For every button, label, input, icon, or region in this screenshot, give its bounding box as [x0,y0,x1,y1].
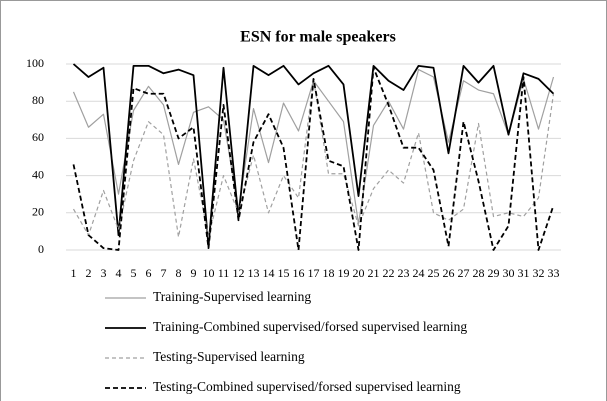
x-tick-label: 22 [383,266,395,280]
x-tick-label: 23 [398,266,410,280]
x-tick-label: 25 [428,266,440,280]
x-tick-label: 8 [176,266,182,280]
x-tick-label: 11 [218,266,230,280]
x-tick-label: 32 [533,266,545,280]
x-tick-label: 28 [473,266,485,280]
x-tick-label: 16 [293,266,305,280]
x-tick-label: 21 [368,266,380,280]
x-tick-label: 15 [278,266,290,280]
x-tick-label: 1 [71,266,77,280]
x-tick-label: 29 [488,266,500,280]
legend-label: Training-Supervised learning [153,289,311,304]
legend-label: Testing-Supervised learning [153,349,305,364]
series-line [72,66,555,251]
series-line [72,63,555,248]
x-tick-label: 6 [146,266,152,280]
x-tick-label: 27 [458,266,470,280]
x-tick-label: 10 [203,266,215,280]
y-tick-label: 100 [26,56,44,70]
x-tick-label: 12 [233,266,245,280]
legend-label: Testing-Combined supervised/forsed super… [153,379,461,394]
legend-label: Training-Combined supervised/forsed supe… [153,319,467,334]
x-tick-label: 20 [353,266,365,280]
x-tick-label: 3 [101,266,107,280]
x-tick-label: 26 [443,266,455,280]
x-tick-label: 19 [338,266,350,280]
x-tick-label: 4 [116,266,122,280]
x-tick-label: 2 [86,266,92,280]
y-tick-label: 40 [32,167,44,181]
x-tick-label: 9 [191,266,197,280]
y-tick-label: 0 [38,242,44,256]
y-tick-label: 20 [32,205,44,219]
x-tick-label: 18 [323,266,335,280]
x-tick-label: 5 [131,266,137,280]
x-tick-label: 13 [248,266,260,280]
y-tick-label: 60 [32,130,44,144]
x-tick-label: 31 [518,266,530,280]
x-tick-label: 30 [503,266,515,280]
x-tick-label: 14 [263,266,275,280]
chart-title: ESN for male speakers [240,29,396,46]
x-tick-label: 17 [308,266,320,280]
y-tick-label: 80 [32,93,44,107]
x-tick-label: 7 [161,266,167,280]
x-tick-label: 33 [548,266,560,280]
x-tick-label: 24 [413,266,425,280]
